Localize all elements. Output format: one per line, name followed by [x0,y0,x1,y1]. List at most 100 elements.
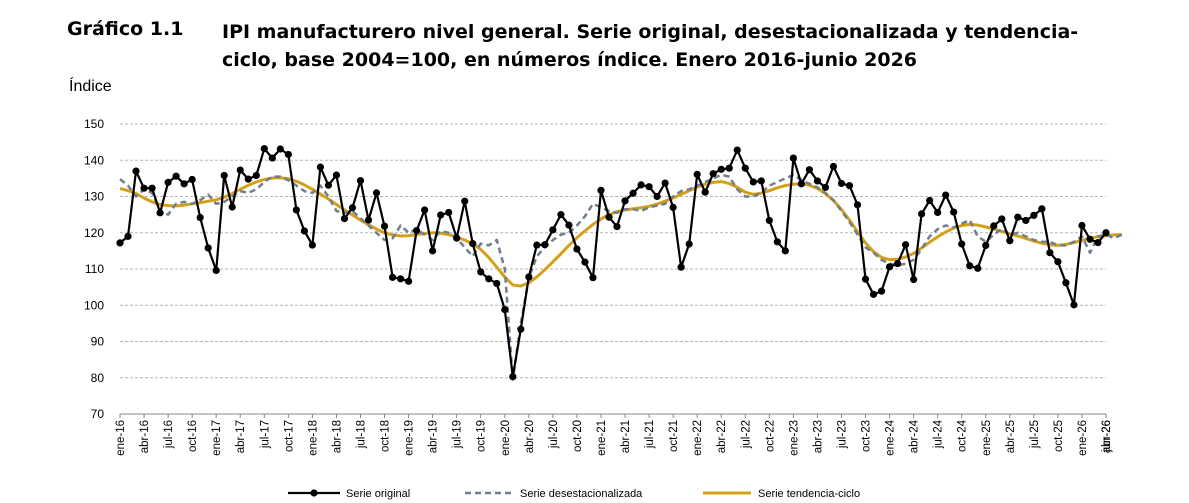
series-original-point [148,184,156,192]
series-original-point [1038,205,1046,213]
series-original-point [300,227,308,235]
series-original-point [469,240,477,248]
series-original-point [140,184,148,192]
x-tick-label: jul-18 [355,420,367,449]
series-original-point [1102,229,1110,237]
x-tick-label: ene-24 [885,419,897,455]
x-tick-label: ene-18 [307,420,319,456]
x-tick-label: oct-16 [187,420,199,452]
x-tick-label: ene-20 [500,420,512,456]
series-original-point [1022,216,1030,225]
series-original-point [445,208,453,217]
series-original-point [172,172,180,180]
series-original-point [757,177,765,185]
series-original-point [717,165,725,173]
gridlines [120,123,1106,379]
series-original-point [797,180,805,188]
series-original-point [332,171,341,179]
series-original-point [693,170,701,178]
x-tick-label: abr-16 [139,420,151,453]
x-tick-label: oct-23 [861,420,873,452]
series-original-line [119,147,1107,378]
x-tick-label: abr-21 [620,420,632,453]
series-original-point [509,373,517,381]
series-original-point [845,182,854,190]
series-original-point [477,268,485,276]
series-original-point [180,180,188,188]
series-original-point [485,275,493,283]
series-original-point [709,170,717,178]
series-original-point [156,209,164,217]
series-original-point [132,167,140,175]
series-original-point [284,150,292,159]
series-original-point [589,274,597,282]
series-original-point [982,241,990,250]
x-tick-label: oct-22 [764,420,776,452]
series-original-point [974,264,982,272]
y-tick-label: 100 [84,298,104,312]
series-original-point [565,221,573,229]
x-tick-label: jul-19 [452,420,464,449]
x-tick-label: ene-22 [692,420,704,456]
x-tick-label: abr-19 [428,420,440,453]
y-tick-label: 110 [85,262,104,276]
series-original-point [493,279,501,288]
series-original-point [380,222,389,230]
series-original-point [549,226,557,234]
series-original-point [669,203,677,211]
series-original-point [1046,249,1054,257]
x-tick-label: jul-23 [836,420,848,449]
series-original-point [292,206,300,214]
x-tick-label: ene-16 [115,420,127,456]
series-original-point [918,210,926,218]
series-original-point [998,215,1006,223]
x-tick-label: jul-17 [259,420,271,449]
series-original-point [308,241,316,249]
series-original-point [789,154,797,162]
y-tick-label: 120 [84,226,104,240]
series-original-point [268,154,276,162]
series-original-point [926,196,934,205]
x-tick-label: oct-20 [572,420,584,452]
series-original-point [893,259,902,268]
x-axis: ene-16 abr-16 jul-16 oct-16 ene-17 abr-17 jul-… [115,413,1113,456]
series-original-point [501,306,509,314]
series-original-point [1006,237,1014,245]
series-original-point [821,183,830,192]
y-tick-label: 150 [84,117,104,131]
series-original-point [437,211,445,219]
series-original-point [1078,221,1086,230]
series-original-point [990,222,998,230]
series-original-point [316,163,325,171]
series-original-point [910,275,918,284]
series-original-point [421,206,429,214]
series-original-point [364,216,373,224]
series-original-point [901,241,910,249]
series-original-point [861,275,870,283]
series-original-point [372,189,381,197]
series-original-point [645,183,653,191]
series-original-point [942,191,950,199]
series-original-point [573,245,581,253]
series-original-point [124,232,132,240]
series-original-point [958,240,966,248]
series-original-point [653,192,661,201]
series-original-point [525,273,533,281]
chart-title: IPI manufacturero nivel general. Serie o… [222,21,1079,71]
series-original-point [613,222,621,231]
series-original-point [276,145,284,153]
series-original-point [396,275,405,283]
series-original-point [1086,235,1094,243]
x-tick-label: oct-19 [476,420,488,452]
series-original-point [581,258,589,266]
series-tendencia-ciclo-line [119,176,1123,288]
x-tick-label: jul-20 [548,420,560,449]
y-tick-label: 80 [91,371,105,385]
y-tick-label: 70 [91,407,105,421]
x-tick-label: jul-24 [933,419,945,449]
series-original-point [236,166,244,174]
series-original-point [404,277,413,285]
series-original-point [934,208,942,217]
x-tick-label: abr-24 [909,419,921,453]
series-original-point [829,162,838,171]
